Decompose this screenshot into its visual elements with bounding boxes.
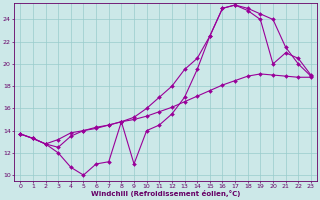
X-axis label: Windchill (Refroidissement éolien,°C): Windchill (Refroidissement éolien,°C): [91, 190, 240, 197]
